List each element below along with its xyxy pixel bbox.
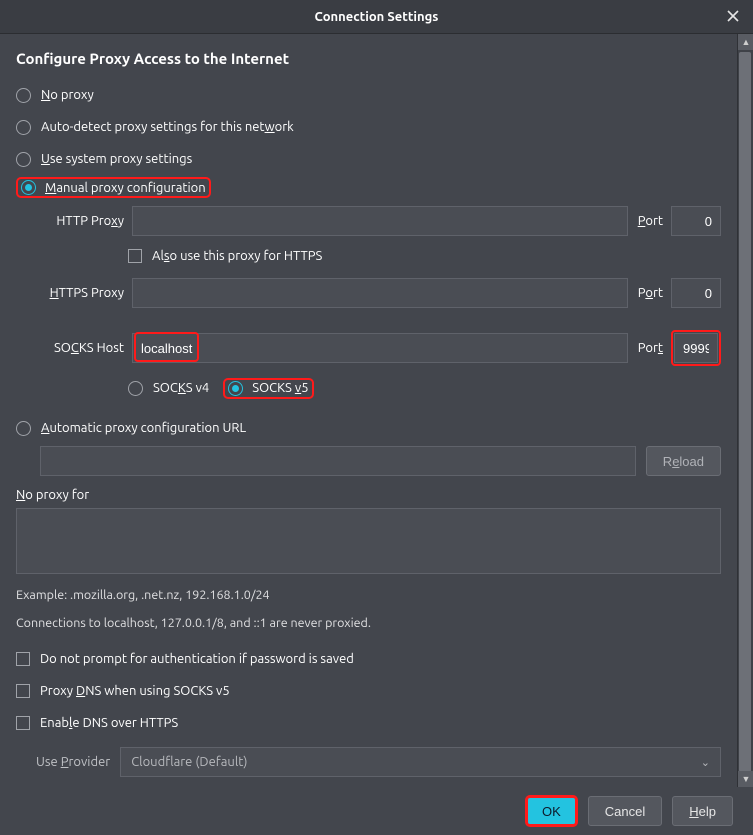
- http-proxy-row: HTTP Proxy Port: [16, 206, 721, 236]
- socks-host-row: SOCKS Host localhost Port: [16, 330, 721, 366]
- https-port-label: Port: [638, 286, 663, 300]
- scrollbar[interactable]: ▲ ▼: [737, 34, 753, 787]
- scroll-up-icon[interactable]: ▲: [738, 34, 753, 50]
- no-proxy-for-label: No proxy for: [16, 488, 721, 502]
- scrollbar-thumb[interactable]: [739, 52, 751, 772]
- checkbox-label: Enable DNS over HTTPS: [40, 716, 178, 730]
- radio-system-proxy[interactable]: Use system proxy settings: [16, 145, 721, 173]
- highlight-box: [671, 330, 721, 366]
- radio-icon: [16, 152, 31, 167]
- http-proxy-label: HTTP Proxy: [16, 214, 124, 228]
- socks-port-label: Port: [638, 341, 663, 355]
- provider-value: Cloudflare (Default): [131, 755, 247, 769]
- radio-socks-v5[interactable]: SOCKS v5: [223, 378, 313, 399]
- radio-icon: [21, 180, 36, 195]
- radio-pac-url[interactable]: Automatic proxy configuration URL: [16, 414, 721, 442]
- socks-port-input[interactable]: [674, 333, 718, 363]
- radio-icon: [128, 381, 143, 396]
- titlebar: Connection Settings: [0, 0, 753, 34]
- http-port-label: Port: [638, 214, 663, 228]
- radio-label: SOCKS v4: [153, 381, 209, 395]
- checkbox-label: Proxy DNS when using SOCKS v5: [40, 684, 230, 698]
- radio-label: Auto-detect proxy settings for this netw…: [41, 120, 294, 134]
- help-button[interactable]: Help: [672, 796, 733, 826]
- radio-label: Automatic proxy configuration URL: [41, 421, 246, 435]
- checkbox-icon: [128, 249, 142, 263]
- reload-button[interactable]: Reload: [646, 446, 721, 476]
- https-port-input[interactable]: [671, 278, 721, 308]
- https-proxy-row: HTTPS Proxy Port: [16, 278, 721, 308]
- socks-host-label: SOCKS Host: [16, 341, 124, 355]
- checkbox-icon: [16, 684, 30, 698]
- radio-icon: [16, 421, 31, 436]
- check-proxy-dns[interactable]: Proxy DNS when using SOCKS v5: [16, 677, 721, 705]
- checkbox-icon: [16, 652, 30, 666]
- pac-url-input[interactable]: [40, 446, 636, 476]
- also-https-check[interactable]: Also use this proxy for HTTPS: [128, 244, 721, 268]
- radio-socks-v4[interactable]: SOCKS v4: [128, 374, 209, 402]
- radio-icon: [228, 381, 243, 396]
- provider-select[interactable]: Cloudflare (Default) ⌄: [120, 747, 721, 777]
- checkbox-label: Do not prompt for authentication if pass…: [40, 652, 354, 666]
- radio-auto-detect[interactable]: Auto-detect proxy settings for this netw…: [16, 113, 721, 141]
- scroll-down-icon[interactable]: ▼: [738, 771, 753, 787]
- http-port-input[interactable]: [671, 206, 721, 236]
- section-title: Configure Proxy Access to the Internet: [16, 50, 721, 67]
- radio-label: Manual proxy configuration: [45, 181, 206, 195]
- example-text: Example: .mozilla.org, .net.nz, 192.168.…: [16, 585, 721, 605]
- cancel-button[interactable]: Cancel: [588, 796, 662, 826]
- close-icon[interactable]: [721, 4, 745, 28]
- http-proxy-input[interactable]: [132, 206, 628, 236]
- radio-icon: [16, 120, 31, 135]
- never-proxied-text: Connections to localhost, 127.0.0.1/8, a…: [16, 613, 721, 633]
- radio-manual-proxy[interactable]: Manual proxy configuration: [16, 177, 211, 198]
- provider-label: Use Provider: [36, 755, 110, 769]
- dialog-footer: OK Cancel Help: [0, 787, 753, 835]
- check-no-prompt[interactable]: Do not prompt for authentication if pass…: [16, 645, 721, 673]
- content-area: Configure Proxy Access to the Internet N…: [0, 34, 737, 787]
- radio-label: No proxy: [41, 88, 94, 102]
- check-enable-doh[interactable]: Enable DNS over HTTPS: [16, 709, 721, 737]
- ok-button[interactable]: OK: [525, 795, 578, 827]
- radio-icon: [16, 88, 31, 103]
- radio-label: Use system proxy settings: [41, 152, 192, 166]
- radio-label: SOCKS v5: [252, 381, 308, 395]
- chevron-down-icon: ⌄: [701, 756, 710, 769]
- no-proxy-for-input[interactable]: [16, 508, 721, 574]
- checkbox-icon: [16, 716, 30, 730]
- socks-host-input[interactable]: [132, 333, 628, 363]
- https-proxy-label: HTTPS Proxy: [16, 286, 124, 300]
- radio-no-proxy[interactable]: No proxy: [16, 81, 721, 109]
- checkbox-label: Also use this proxy for HTTPS: [152, 249, 322, 263]
- https-proxy-input[interactable]: [132, 278, 628, 308]
- window-title: Connection Settings: [315, 10, 439, 24]
